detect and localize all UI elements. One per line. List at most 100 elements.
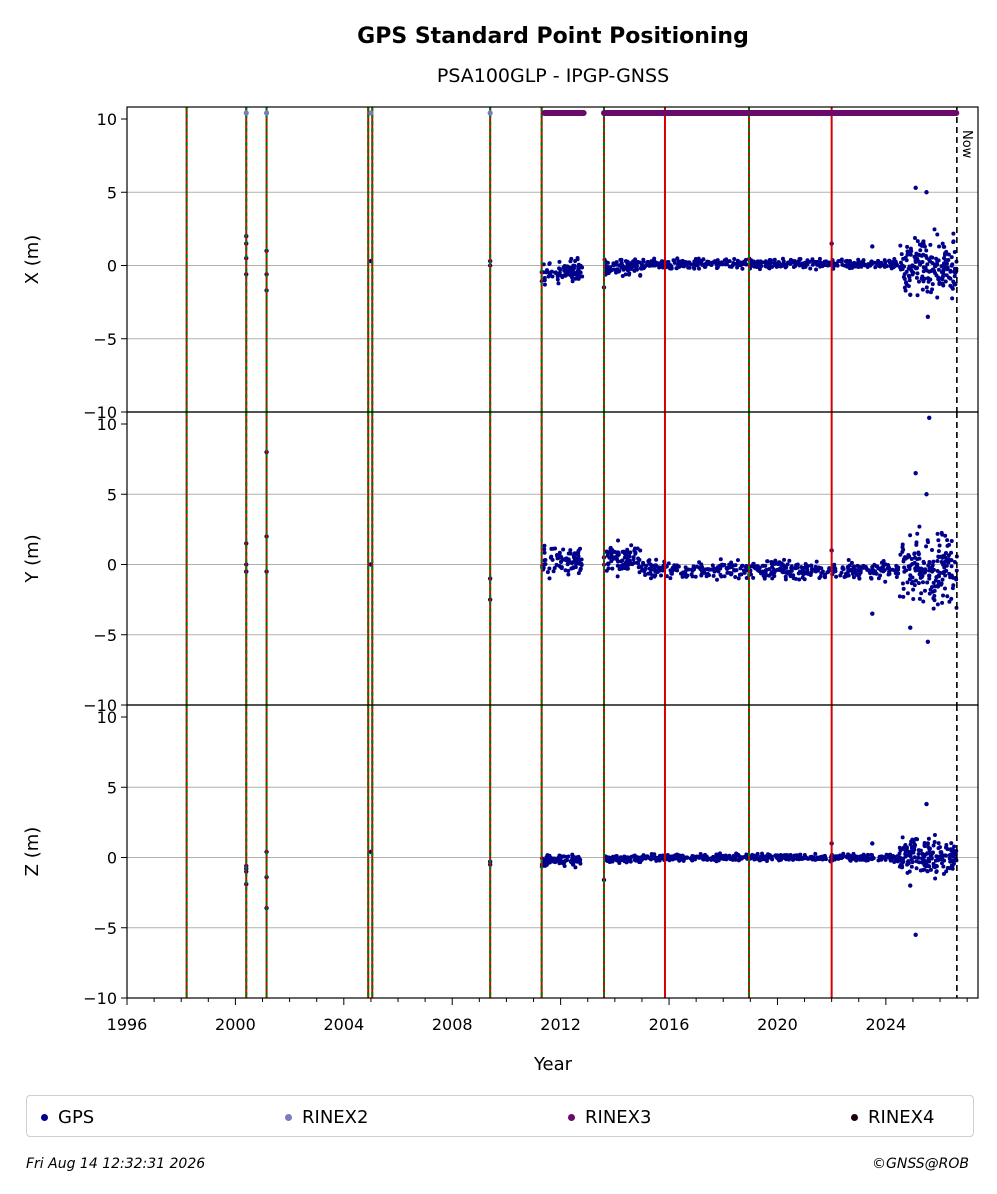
gps-point <box>924 492 929 497</box>
gps-point <box>760 857 765 862</box>
legend-item-rinex4: RINEX4 <box>851 1096 934 1138</box>
gps-point <box>624 550 629 555</box>
gps-point <box>937 574 942 579</box>
gps-point <box>675 256 680 261</box>
gps-point <box>694 854 699 859</box>
gps-point <box>751 575 756 580</box>
gps-point <box>578 857 583 862</box>
gps-point <box>732 568 737 573</box>
gps-point <box>937 280 942 285</box>
gps-point <box>738 566 743 571</box>
gps-point <box>578 568 583 573</box>
gps-point <box>893 259 898 264</box>
gps-point <box>665 856 670 861</box>
gps-point <box>877 260 882 265</box>
legend-label-gps: GPS <box>58 1106 95 1128</box>
gps-point <box>927 415 932 421</box>
legend-label-rinex3: RINEX3 <box>585 1106 652 1128</box>
gps-point <box>917 556 922 561</box>
gps-point <box>684 855 689 860</box>
gps-point <box>952 844 957 849</box>
gps-point <box>817 856 822 861</box>
gps-point <box>913 578 918 583</box>
gps-point <box>945 594 950 599</box>
gps-point <box>944 842 949 847</box>
gps-point <box>542 558 547 563</box>
gps-point <box>637 859 642 864</box>
gps-point <box>950 262 955 267</box>
gps-point <box>952 281 957 286</box>
gps-point <box>919 591 924 596</box>
gps-point <box>727 854 732 859</box>
gps-point <box>819 566 824 571</box>
gps-point <box>949 255 954 260</box>
gps-point <box>565 270 570 275</box>
gps-point <box>610 566 615 571</box>
gps-point <box>616 552 621 557</box>
gps-point <box>879 856 884 861</box>
gps-point <box>555 274 560 279</box>
gps-point <box>925 868 930 873</box>
gps-point <box>571 560 576 565</box>
gps-point <box>788 852 793 857</box>
gps-point <box>930 589 935 594</box>
gps-point <box>897 845 902 850</box>
gps-point <box>882 568 887 573</box>
gps-point <box>895 565 900 570</box>
y-axis-label: X (m) <box>22 235 43 285</box>
gps-point <box>654 557 659 562</box>
gps-point <box>950 866 955 871</box>
gps-point <box>707 567 712 572</box>
gps-point <box>731 262 736 267</box>
gps-point <box>735 558 740 563</box>
gps-point <box>842 574 847 579</box>
gps-point <box>716 260 721 265</box>
gps-point <box>629 543 634 548</box>
x-tick-label: 2000 <box>215 1015 256 1034</box>
gps-point <box>931 559 936 564</box>
gps-point <box>900 549 905 554</box>
gps-point <box>677 858 682 863</box>
gps-point <box>690 568 695 573</box>
gps-point <box>648 570 653 575</box>
gps-point <box>913 255 918 260</box>
gps-point <box>908 625 913 630</box>
gps-point <box>893 571 898 576</box>
gps-point <box>908 292 913 297</box>
rinex2-availability-mark <box>263 110 270 116</box>
gps-point <box>915 271 920 276</box>
gps-point <box>773 558 778 563</box>
legend-label-rinex4: RINEX4 <box>868 1106 935 1128</box>
y-axis-label: Y (m) <box>22 534 43 583</box>
gps-point <box>672 564 677 569</box>
gps-point <box>836 259 841 264</box>
gps-point <box>769 571 774 576</box>
gps-point <box>797 262 802 267</box>
gps-point <box>905 244 910 249</box>
gps-point <box>931 843 936 848</box>
gps-point <box>551 569 556 574</box>
gps-point <box>775 853 780 858</box>
gps-point <box>900 581 905 586</box>
gps-point <box>901 256 906 261</box>
gps-point <box>808 572 813 577</box>
gps-point <box>940 281 945 286</box>
gps-point <box>814 267 819 272</box>
legend: GPS RINEX2 RINEX3 RINEX4 <box>26 1095 974 1137</box>
gps-point <box>935 232 940 237</box>
gps-point <box>740 266 745 271</box>
gps-point <box>571 268 576 273</box>
gps-point <box>824 259 829 264</box>
gps-point <box>897 851 902 856</box>
gps-point <box>776 260 781 265</box>
gps-point <box>759 264 764 269</box>
gps-point <box>924 864 929 869</box>
gps-point <box>795 855 800 860</box>
gps-point <box>660 259 665 264</box>
gps-point <box>907 554 912 559</box>
gps-point <box>625 262 630 267</box>
gps-point <box>928 277 933 282</box>
gps-point <box>544 855 549 860</box>
gps-point <box>954 568 959 573</box>
gps-point <box>930 563 935 568</box>
